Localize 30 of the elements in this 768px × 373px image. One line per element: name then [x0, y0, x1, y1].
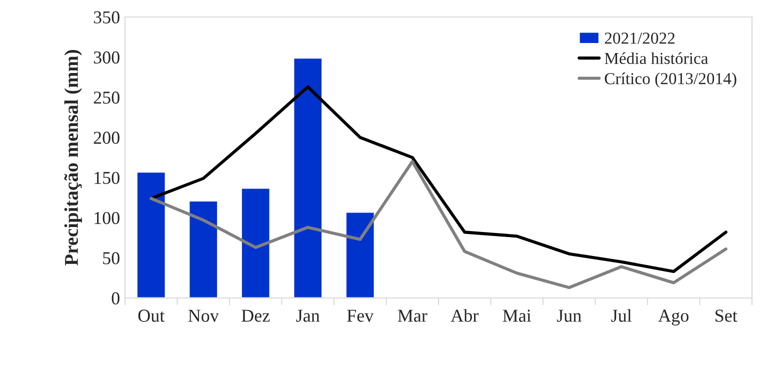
- bar: [240, 187, 271, 298]
- x-tick-label: Jul: [611, 309, 632, 322]
- x-tick-label: Out: [138, 310, 165, 322]
- y-axis-title: Precipitação mensal (mm): [64, 50, 82, 266]
- legend-label: Média histórica: [604, 52, 708, 64]
- y-tick-label: 100: [94, 212, 120, 224]
- y-tick-label: 0: [112, 292, 120, 304]
- x-tick-label: Dez: [242, 310, 270, 322]
- y-tick-label: 150: [94, 172, 120, 184]
- bar: [292, 57, 323, 298]
- legend-label: 2021/2022: [604, 32, 675, 44]
- legend-label: Crítico (2013/2014): [604, 72, 736, 88]
- bar: [188, 200, 218, 298]
- x-tick-label: Abr: [450, 309, 479, 322]
- bar: [345, 211, 376, 298]
- x-tick-label: Ago: [658, 310, 688, 326]
- y-tick-label: 200: [94, 132, 120, 144]
- x-tick-label: Fev: [347, 310, 374, 322]
- x-tick-label: Mar: [398, 310, 428, 322]
- x-tick-label: Set: [716, 310, 738, 322]
- line-series: [150, 160, 728, 290]
- x-tick-label: Mai: [502, 310, 532, 322]
- y-tick-label: 50: [103, 252, 120, 264]
- y-tick-label: 300: [94, 51, 120, 64]
- y-tick-label: 350: [94, 11, 120, 24]
- y-tick-label: 250: [94, 92, 120, 104]
- x-tick-label: Nov: [188, 310, 219, 322]
- x-tick-label: Jun: [556, 310, 582, 322]
- x-tick-label: Jan: [296, 310, 320, 322]
- bar: [136, 171, 166, 298]
